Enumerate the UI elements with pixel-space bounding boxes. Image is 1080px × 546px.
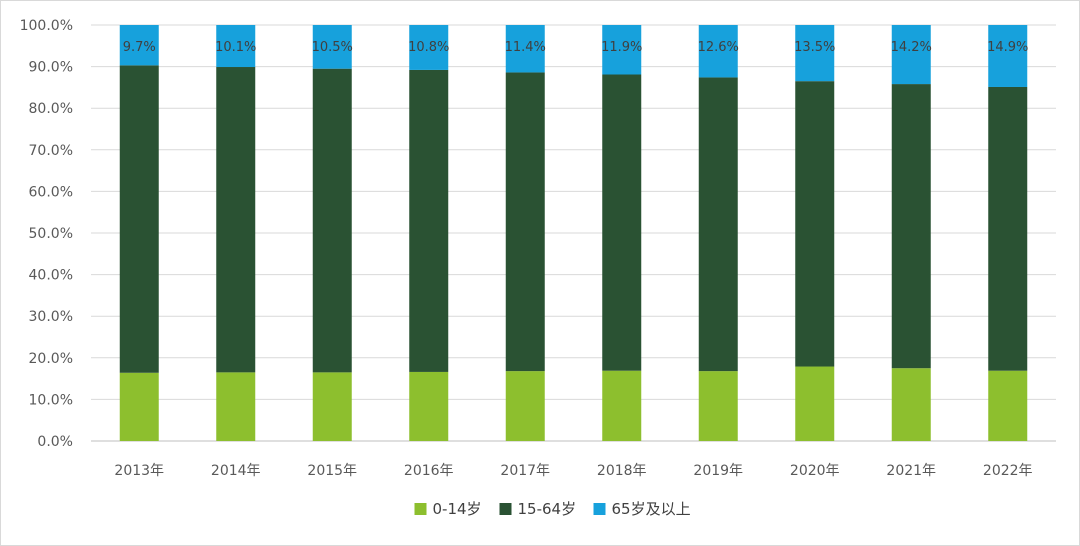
bar-segment — [505, 25, 545, 73]
x-tick-label: 2017年 — [500, 463, 550, 479]
data-label: 10.8% — [408, 40, 449, 55]
x-axis-ticks: 2013年 2014年 2015年 2016年 2017年 2018年 2019年 2020年… — [114, 463, 1032, 479]
legend-item: 65岁及以上 — [593, 500, 691, 518]
y-tick-label: 80.0% — [29, 101, 73, 117]
y-tick-label: 60.0% — [29, 184, 73, 200]
x-tick-label: 2015年 — [307, 463, 357, 479]
y-tick-label: 70.0% — [29, 143, 73, 159]
y-tick-label: 50.0% — [29, 226, 73, 242]
y-axis-ticks: 0.0% 10.0% 20.0% 30.0% 40.0% 50.0% 60.0% 70.0% 8… — [20, 18, 73, 450]
legend-swatch — [499, 503, 512, 515]
bar-segment — [602, 25, 642, 75]
x-tick-label: 2016年 — [404, 463, 454, 479]
bar-segment — [312, 25, 352, 69]
bar-segment — [988, 370, 1028, 441]
x-tick-label: 2014年 — [211, 463, 261, 479]
bar-segment — [795, 81, 835, 367]
x-tick-label: 2018年 — [597, 463, 647, 479]
data-label: 14.2% — [891, 40, 932, 55]
bar-segment — [119, 65, 159, 373]
legend-swatch — [593, 503, 606, 515]
bar-segment — [119, 25, 159, 66]
bar-segment — [891, 25, 931, 85]
bar-segment — [795, 25, 835, 82]
legend-swatch — [414, 503, 427, 515]
bar-segment — [409, 69, 449, 372]
y-tick-label: 0.0% — [37, 434, 73, 450]
y-tick-label: 20.0% — [29, 351, 73, 367]
data-label: 10.1% — [215, 40, 256, 55]
bar-segment — [891, 368, 931, 441]
bar-segment — [698, 25, 738, 78]
bar-segment — [119, 372, 159, 441]
bar-segment — [602, 74, 642, 371]
legend: 0-14岁 15-64岁 65岁及以上 — [414, 500, 691, 518]
bar-segment — [795, 366, 835, 441]
y-tick-label: 40.0% — [29, 268, 73, 284]
bar-segment — [505, 72, 545, 372]
bar-segment — [409, 25, 449, 70]
bar-segment — [216, 372, 256, 441]
data-labels: 9.7% 10.1% 10.5% 10.8% 11.4% 11.9% 12.6% 13.5% 1… — [123, 40, 1029, 55]
bar-segment — [409, 371, 449, 441]
bar-segment — [505, 371, 545, 441]
bar-segment — [698, 77, 738, 372]
data-label: 9.7% — [123, 40, 156, 55]
x-tick-label: 2021年 — [886, 463, 936, 479]
bar-segment — [216, 25, 256, 68]
bar-segment — [312, 68, 352, 373]
legend-label: 0-14岁 — [433, 500, 482, 518]
bars — [119, 25, 1028, 441]
legend-label: 15-64岁 — [518, 500, 577, 518]
legend-label: 65岁及以上 — [612, 500, 691, 518]
x-tick-label: 2022年 — [983, 463, 1033, 479]
data-label: 10.5% — [312, 40, 353, 55]
data-label: 11.9% — [601, 40, 642, 55]
legend-item: 0-14岁 — [414, 500, 482, 518]
data-label: 11.4% — [505, 40, 546, 55]
bar-segment — [988, 86, 1028, 371]
bar-segment — [891, 84, 931, 369]
data-label: 13.5% — [794, 40, 835, 55]
x-tick-label: 2013年 — [114, 463, 164, 479]
bar-segment — [602, 370, 642, 441]
legend-item: 15-64岁 — [499, 500, 577, 518]
y-tick-label: 90.0% — [29, 60, 73, 76]
y-tick-label: 100.0% — [20, 18, 73, 34]
y-tick-label: 10.0% — [29, 392, 73, 408]
x-tick-label: 2020年 — [790, 463, 840, 479]
data-label: 14.9% — [987, 40, 1028, 55]
bar-segment — [216, 67, 256, 373]
bar-segment — [988, 25, 1028, 87]
bar-segment — [312, 372, 352, 441]
x-tick-label: 2019年 — [693, 463, 743, 479]
y-tick-label: 30.0% — [29, 309, 73, 325]
bar-segment — [698, 371, 738, 441]
data-label: 12.6% — [698, 40, 739, 55]
